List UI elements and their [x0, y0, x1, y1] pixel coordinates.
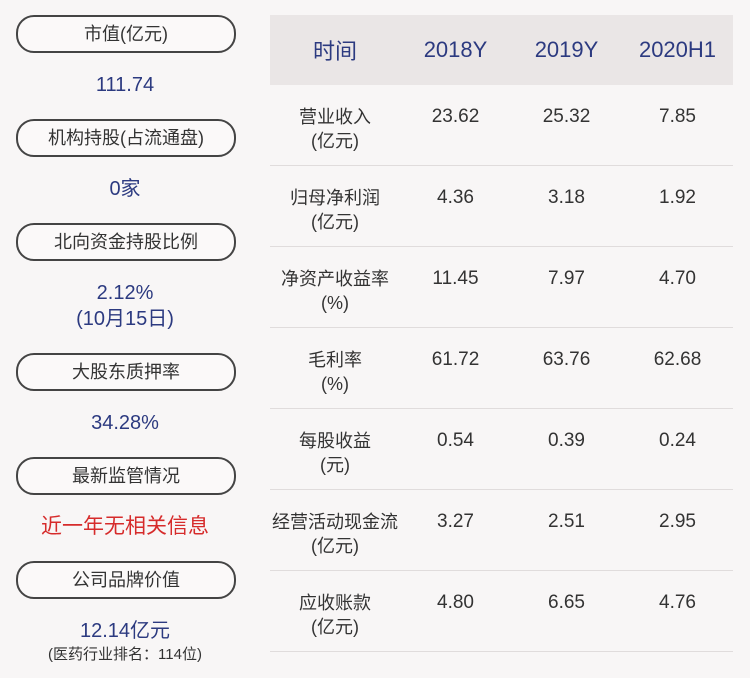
row-label-line1: 经营活动现金流 [272, 512, 398, 532]
row-label-line1: 净资产收益率 [281, 269, 389, 289]
row-label-line1: 营业收入 [299, 107, 371, 127]
brand-value-label: 公司品牌价值 [16, 561, 236, 599]
row-label-line2: (亿元) [311, 131, 359, 151]
table-row: 毛利率 (%) 61.72 63.76 62.68 [270, 328, 733, 409]
table-cell: 0.24 [659, 430, 696, 451]
institution-holding-label: 机构持股(占流通盘) [16, 119, 236, 157]
header-2020h1: 2020H1 [638, 37, 717, 62]
northbound-label: 北向资金持股比例 [16, 223, 236, 261]
pledge-label: 大股东质押率 [16, 353, 236, 391]
row-label: 经营活动现金流 (亿元) [270, 490, 400, 570]
table-cell: 23.62 [431, 106, 480, 127]
row-label-line1: 毛利率 [308, 350, 362, 370]
table-cell: 2.95 [659, 511, 696, 532]
row-label: 应收账款 (亿元) [270, 571, 400, 651]
row-label-line1: 归母净利润 [290, 188, 380, 208]
table-row: 经营活动现金流 (亿元) 3.27 2.51 2.95 [270, 490, 733, 571]
header-2019y: 2019Y [534, 37, 599, 62]
header-2018y: 2018Y [423, 37, 488, 62]
row-label: 每股收益 (元) [270, 409, 400, 489]
table-cell: 0.54 [437, 430, 474, 451]
table-cell: 11.45 [432, 268, 479, 289]
table-row: 每股收益 (元) 0.54 0.39 0.24 [270, 409, 733, 490]
northbound-date: (10月15日) [76, 308, 174, 330]
table-cell: 3.18 [548, 187, 585, 208]
row-label: 营业收入 (亿元) [270, 85, 400, 165]
regulation-value: 近一年无相关信息 [41, 515, 209, 538]
pledge-value: 34.28% [91, 412, 159, 434]
table-cell: 4.36 [437, 187, 474, 208]
table-row: 归母净利润 (亿元) 4.36 3.18 1.92 [270, 166, 733, 247]
brand-rank: (医药行业排名：114位) [48, 646, 202, 663]
row-label-line1: 每股收益 [299, 431, 371, 451]
table-cell: 62.68 [653, 349, 702, 370]
row-label-line2: (亿元) [311, 536, 359, 556]
row-label-line2: (%) [321, 374, 349, 394]
row-label: 毛利率 (%) [270, 328, 400, 408]
institution-holding-value: 0家 [109, 178, 141, 200]
row-label-line1: 应收账款 [299, 593, 371, 613]
table-cell: 25.32 [542, 106, 591, 127]
table-row: 营业收入 (亿元) 23.62 25.32 7.85 [270, 85, 733, 166]
table-row: 净资产收益率 (%) 11.45 7.97 4.70 [270, 247, 733, 328]
table-cell: 3.27 [437, 511, 474, 532]
northbound-value: 2.12% [96, 282, 154, 304]
left-panel: 市值(亿元) 111.74 机构持股(占流通盘) 0家 北向资金持股比例 2.1… [0, 0, 250, 678]
header-time: 时间 [312, 39, 357, 64]
table-cell: 61.72 [431, 349, 480, 370]
table-cell: 63.76 [542, 349, 591, 370]
table-cell: 7.97 [548, 268, 585, 289]
market-value: 111.74 [95, 74, 155, 96]
table-cell: 4.70 [659, 268, 696, 289]
row-label-line2: (亿元) [311, 212, 359, 232]
table-cell: 4.76 [659, 592, 696, 613]
table-cell: 0.39 [548, 430, 585, 451]
table-cell: 4.80 [437, 592, 474, 613]
table-cell: 6.65 [548, 592, 585, 613]
regulation-label: 最新监管情况 [16, 457, 236, 495]
table-row: 应收账款 (亿元) 4.80 6.65 4.76 [270, 571, 733, 652]
brand-value: 12.14亿元 [79, 620, 171, 642]
financial-table: 时间 2018Y 2019Y 2020H1 营业收入 (亿元) 23.62 25… [270, 15, 733, 652]
row-label: 归母净利润 (亿元) [270, 166, 400, 246]
table-cell: 1.92 [659, 187, 696, 208]
row-label: 净资产收益率 (%) [270, 247, 400, 327]
table-cell: 2.51 [548, 511, 585, 532]
row-label-line2: (元) [320, 455, 350, 475]
row-label-line2: (%) [321, 293, 349, 313]
market-value-label: 市值(亿元) [16, 15, 236, 53]
row-label-line2: (亿元) [311, 617, 359, 637]
table-cell: 7.85 [659, 106, 696, 127]
table-header: 时间 2018Y 2019Y 2020H1 [270, 15, 733, 85]
